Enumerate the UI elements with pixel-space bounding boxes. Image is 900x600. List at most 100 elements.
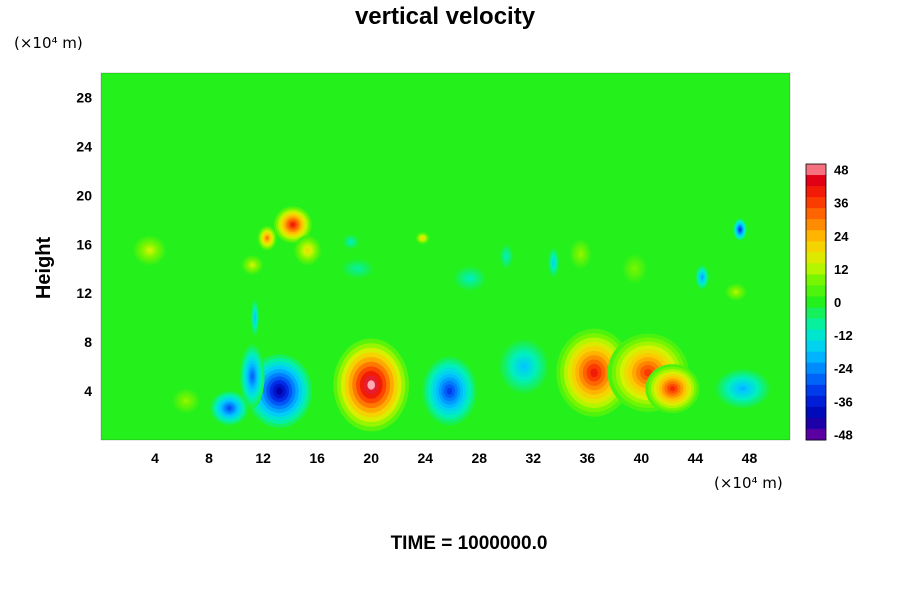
contour-level (148, 248, 152, 252)
contour-level (669, 386, 676, 392)
y-tick-label: 28 (76, 89, 92, 105)
colorbar-segment (806, 252, 826, 264)
x-tick-label: 32 (526, 450, 542, 466)
contour-level (290, 222, 295, 227)
contour-level (553, 261, 555, 265)
colorbar-segment (806, 340, 826, 353)
plot-area (101, 73, 790, 440)
contour-feature (172, 388, 200, 414)
contour-feature (415, 232, 430, 245)
contour-level (446, 387, 453, 395)
colorbar-segment (806, 186, 826, 198)
contour-level (644, 368, 653, 377)
contour-level (701, 276, 703, 279)
y-tick-labels: 4 8 12 16 20 24 28 (76, 89, 92, 399)
contour-level (350, 241, 352, 243)
x-tick-label: 12 (255, 450, 271, 466)
contour-level (251, 264, 254, 267)
plot-frame (100, 72, 791, 441)
contour-feature (715, 369, 770, 409)
contour-level (633, 267, 636, 271)
contour-level (254, 315, 256, 320)
contour-level (356, 267, 360, 270)
contour-feature (499, 339, 549, 394)
colorbar-segment (806, 428, 826, 441)
contour-level (276, 387, 283, 395)
contour-level (421, 237, 424, 239)
colorbar-segment (806, 263, 826, 275)
x-tick-labels: 4 8 12 16 20 24 28 32 36 40 44 48 (151, 450, 757, 466)
x-tick-label: 24 (417, 450, 433, 466)
contour-feature (210, 391, 249, 426)
contour-feature (342, 234, 360, 250)
x-tick-label: 16 (309, 450, 325, 466)
colorbar-frame (805, 163, 827, 441)
colorbar-tick-labels: 48 36 24 12 0 -12 -24 -36 -48 (834, 163, 854, 443)
contour-level (184, 399, 188, 403)
contour-level (590, 368, 598, 378)
colorbar-tick-label: 24 (834, 229, 849, 244)
contour-feature (273, 206, 312, 244)
contour-feature (341, 258, 374, 279)
contour-feature (695, 265, 709, 290)
colorbar-segment (806, 175, 826, 187)
y-tick-label: 24 (76, 138, 92, 154)
contour-feature (645, 364, 700, 414)
colorbar-segment (806, 274, 826, 286)
contour-feature (622, 254, 647, 284)
colorbar-segment (806, 164, 826, 176)
x-tick-label: 36 (580, 450, 596, 466)
contour-feature (240, 344, 265, 409)
colorbar-tick-label: -24 (834, 361, 854, 376)
contour-level (521, 363, 527, 370)
colorbar-segment (806, 285, 826, 297)
x-tick-label: 44 (688, 450, 704, 466)
x-tick-label: 48 (742, 450, 758, 466)
y-tick-label: 8 (84, 334, 92, 350)
x-tick-label: 8 (205, 450, 213, 466)
colorbar-segment (806, 307, 826, 320)
contour-feature (733, 218, 747, 241)
colorbar-tick-label: 12 (834, 262, 848, 277)
colorbar-segment (806, 406, 826, 419)
colorbar-segment (806, 329, 826, 342)
colorbar-tick-label: -36 (834, 394, 853, 409)
colorbar (805, 163, 827, 441)
contour-level (739, 228, 741, 231)
contour-level (367, 380, 375, 390)
x-tick-label: 40 (634, 450, 650, 466)
colorbar-tick-label: -12 (834, 328, 853, 343)
time-label: TIME = 1000000.0 (391, 533, 548, 554)
contour-features (133, 206, 770, 432)
contour-feature (133, 235, 166, 266)
contour-feature (422, 356, 477, 426)
contour-level (734, 291, 738, 293)
colorbar-tick-label: -48 (834, 427, 853, 442)
colorbar-tick-label: 36 (834, 196, 848, 211)
contour-level (306, 248, 310, 252)
contour-level (251, 373, 254, 380)
colorbar-segment (806, 219, 826, 231)
contour-level (266, 236, 269, 240)
contour-feature (241, 255, 264, 275)
contour-level (468, 277, 472, 280)
contour-feature (453, 266, 487, 291)
colorbar-tick-label: 48 (834, 163, 848, 178)
colorbar-segment (806, 318, 826, 331)
contour-feature (548, 247, 559, 278)
colorbar-segment (806, 296, 826, 309)
y-tick-label: 12 (76, 285, 92, 301)
colorbar-segment (806, 373, 826, 386)
colorbar-segment (806, 241, 826, 253)
contour-level (579, 252, 582, 256)
y-tick-label: 20 (76, 187, 92, 203)
x-tick-label: 28 (471, 450, 487, 466)
y-tick-label: 16 (76, 236, 92, 252)
contour-feature (725, 283, 747, 301)
y-axis-unit: (×10⁴ m) (14, 34, 83, 52)
contour-feature (569, 239, 592, 269)
colorbar-segment (806, 351, 826, 364)
contour-level (505, 255, 507, 258)
colorbar-tick-label: 0 (834, 295, 841, 310)
